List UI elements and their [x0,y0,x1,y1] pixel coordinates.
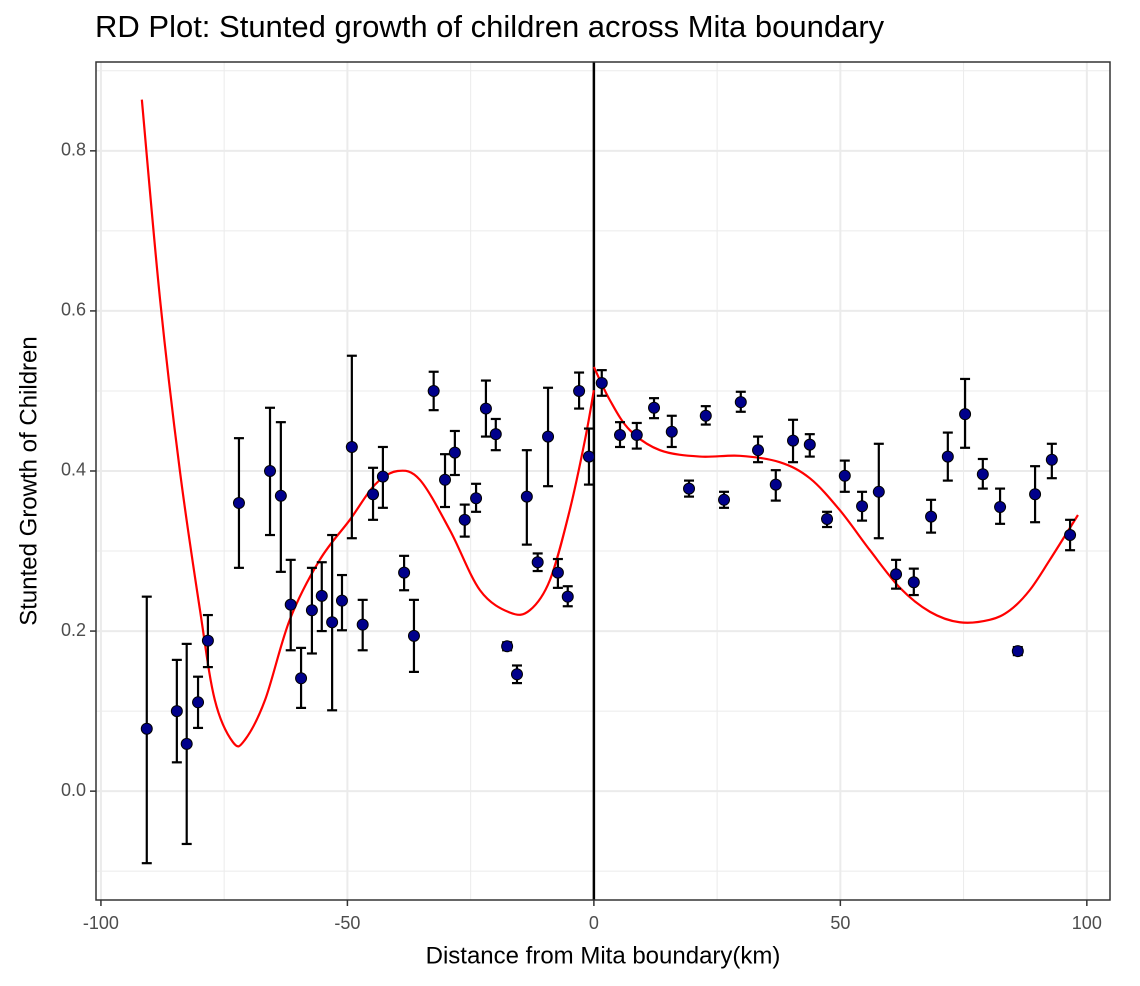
point [180,737,193,750]
x-tick-label: -100 [83,913,119,933]
point [1045,453,1058,466]
point [890,568,903,581]
point [752,444,765,457]
x-tick-label: -50 [334,913,360,933]
y-tick-label: 0.6 [61,300,86,320]
point [1064,529,1077,542]
point [367,488,380,501]
x-tick-label: 0 [589,913,599,933]
x-axis-label: Distance from Mita boundary(km) [426,942,781,969]
point [976,468,989,481]
y-tick-label: 0.4 [61,460,86,480]
point [458,513,471,526]
point [1011,645,1024,658]
point [305,604,318,617]
point [376,470,389,483]
x-tick-label: 50 [830,913,850,933]
point [335,594,348,607]
point [427,384,440,397]
x-tick-label: 100 [1072,913,1102,933]
point [192,696,205,709]
point [274,489,287,502]
point [284,598,297,611]
fit-line [592,366,1079,624]
point [734,396,747,409]
point [769,478,782,491]
point [315,589,328,602]
point [614,428,627,441]
point [573,384,586,397]
point [489,428,502,441]
y-tick-label: 0.0 [61,780,86,800]
y-axis-label: Stunted Growth of Children [15,336,42,626]
plot-background [96,62,1110,900]
point [356,618,369,631]
point [907,576,920,589]
point [787,434,800,447]
point [501,640,514,653]
point [479,402,492,415]
point [856,500,869,513]
point [925,510,938,523]
plot-border [95,61,1111,901]
point [630,428,643,441]
point [232,497,245,510]
point [542,430,555,443]
point [959,408,972,421]
point [326,616,339,629]
point [699,409,712,422]
point [398,566,411,579]
point [683,482,696,495]
point [941,450,954,463]
point [551,566,564,579]
point [838,469,851,482]
point [994,501,1007,514]
point [264,464,277,477]
point [295,672,308,685]
point [140,722,153,735]
point [531,556,544,569]
point [345,440,358,453]
point [170,705,183,718]
point [448,446,461,459]
point [407,629,420,642]
point [821,513,834,526]
point [582,450,595,463]
y-tick-label: 0.8 [61,140,86,160]
chart-title: RD Plot: Stunted growth of children acro… [95,9,885,44]
point [595,376,608,389]
point [470,492,483,505]
point [510,668,523,681]
point [1029,488,1042,501]
point [201,634,214,647]
y-tick-label: 0.2 [61,620,86,640]
point [648,401,661,414]
point [803,438,816,451]
point [718,493,731,506]
point [872,485,885,498]
point [561,590,574,603]
point [665,425,678,438]
point [520,490,533,503]
point [439,473,452,486]
